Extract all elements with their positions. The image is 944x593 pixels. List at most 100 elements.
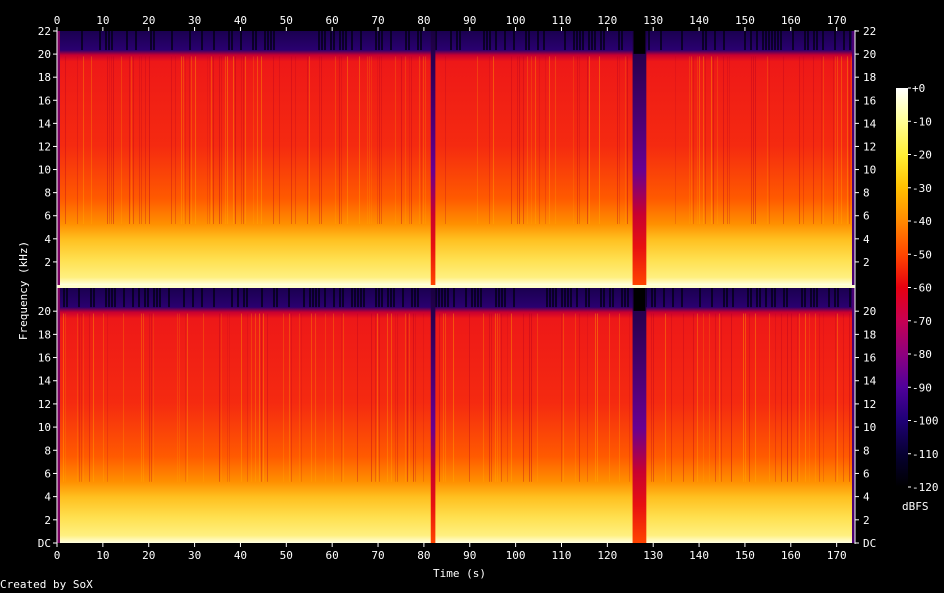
cutoff-noise	[603, 31, 605, 51]
end-edge	[852, 31, 855, 285]
texture-streak	[245, 56, 246, 225]
texture-streak	[415, 313, 416, 482]
texture-streak	[713, 56, 714, 225]
texture-streak	[211, 56, 212, 225]
y-tick-label-left-bottom: 12	[38, 398, 51, 411]
y-tick-label-left-top: 20	[38, 48, 51, 61]
x-tick-label-bottom: 60	[326, 549, 339, 562]
cutoff-noise	[681, 31, 683, 51]
texture-streak	[781, 313, 782, 482]
texture-streak	[743, 313, 744, 482]
texture-streak	[843, 313, 844, 482]
cutoff-noise	[333, 31, 335, 51]
y-tick-label-right-bottom: 2	[863, 514, 870, 527]
cutoff-noise	[498, 288, 500, 308]
texture-streak	[405, 313, 406, 482]
cutoff-noise	[804, 288, 806, 308]
cutoff-noise	[744, 31, 746, 51]
texture-streak	[253, 56, 254, 225]
texture-streak	[407, 313, 408, 482]
cutoff-noise	[351, 288, 353, 308]
quiet-segment	[430, 31, 436, 285]
cutoff-noise	[528, 31, 530, 51]
y-tick-label-right-top: 8	[863, 187, 870, 200]
texture-streak	[241, 56, 242, 225]
texture-streak	[699, 56, 700, 225]
y-tick-label-left-top: 14	[38, 117, 52, 130]
cutoff-noise	[435, 31, 437, 51]
texture-streak	[183, 56, 184, 225]
texture-streak	[819, 313, 820, 482]
texture-streak	[527, 56, 528, 225]
y-tick-label-left-bottom: 4	[44, 491, 51, 504]
cutoff-noise	[705, 31, 707, 51]
cutoff-noise	[660, 31, 662, 51]
texture-streak	[619, 56, 620, 225]
cutoff-noise	[276, 288, 278, 308]
colorbar-tick-label: -80	[912, 348, 932, 361]
texture-streak	[175, 56, 176, 225]
y-tick-label-left-top: 12	[38, 140, 51, 153]
texture-streak	[803, 56, 804, 225]
texture-streak	[185, 56, 186, 225]
cutoff-noise	[576, 31, 578, 51]
texture-streak	[445, 313, 446, 482]
y-tick-label-right-bottom: 12	[863, 398, 876, 411]
cutoff-noise	[618, 31, 620, 51]
x-tick-label-bottom: 130	[643, 549, 663, 562]
texture-streak	[395, 313, 396, 482]
cutoff-noise	[201, 288, 203, 308]
texture-streak	[219, 313, 220, 482]
cutoff-noise	[243, 288, 245, 308]
texture-streak	[755, 313, 756, 482]
texture-streak	[131, 56, 132, 225]
cutoff-noise	[726, 288, 728, 308]
texture-streak	[221, 56, 222, 225]
texture-streak	[65, 313, 66, 482]
cutoff-noise	[150, 31, 152, 51]
texture-streak	[195, 56, 196, 225]
texture-streak	[357, 313, 358, 482]
texture-streak	[511, 313, 512, 482]
texture-streak	[799, 313, 800, 482]
cutoff-noise	[333, 288, 335, 308]
texture-streak	[587, 313, 588, 482]
cutoff-noise	[555, 288, 557, 308]
texture-streak	[797, 313, 798, 482]
cutoff-noise	[153, 31, 155, 51]
y-tick-label-left-bottom: 14	[38, 375, 52, 388]
cutoff-noise	[324, 31, 326, 51]
texture-streak	[189, 56, 190, 225]
y-tick-label-right-top: 16	[863, 94, 876, 107]
cutoff-noise	[342, 31, 344, 51]
cutoff-noise	[246, 288, 248, 308]
texture-streak	[849, 56, 850, 225]
cutoff-noise	[138, 288, 140, 308]
texture-streak	[255, 313, 256, 482]
texture-streak	[629, 313, 630, 482]
cutoff-noise	[318, 288, 320, 308]
texture-streak	[599, 56, 600, 225]
texture-streak	[221, 313, 222, 482]
texture-streak	[729, 56, 730, 225]
cutoff-noise	[474, 288, 476, 308]
texture-streak	[627, 56, 628, 225]
texture-streak	[181, 56, 182, 225]
spectrogram-body	[57, 288, 855, 543]
texture-streak	[207, 56, 208, 225]
cutoff-noise	[288, 288, 290, 308]
cutoff-noise	[435, 288, 437, 308]
x-tick-label-bottom: 40	[234, 549, 247, 562]
texture-streak	[413, 313, 414, 482]
texture-streak	[703, 313, 704, 482]
texture-streak	[395, 56, 396, 225]
texture-streak	[823, 313, 824, 482]
texture-streak	[179, 313, 180, 482]
colorbar-tick-label: -10	[912, 115, 932, 128]
texture-streak	[519, 56, 520, 225]
cutoff-noise	[621, 31, 623, 51]
cutoff-noise	[594, 31, 596, 51]
cutoff-noise	[303, 288, 305, 308]
texture-streak	[537, 313, 538, 482]
texture-streak	[295, 56, 296, 225]
